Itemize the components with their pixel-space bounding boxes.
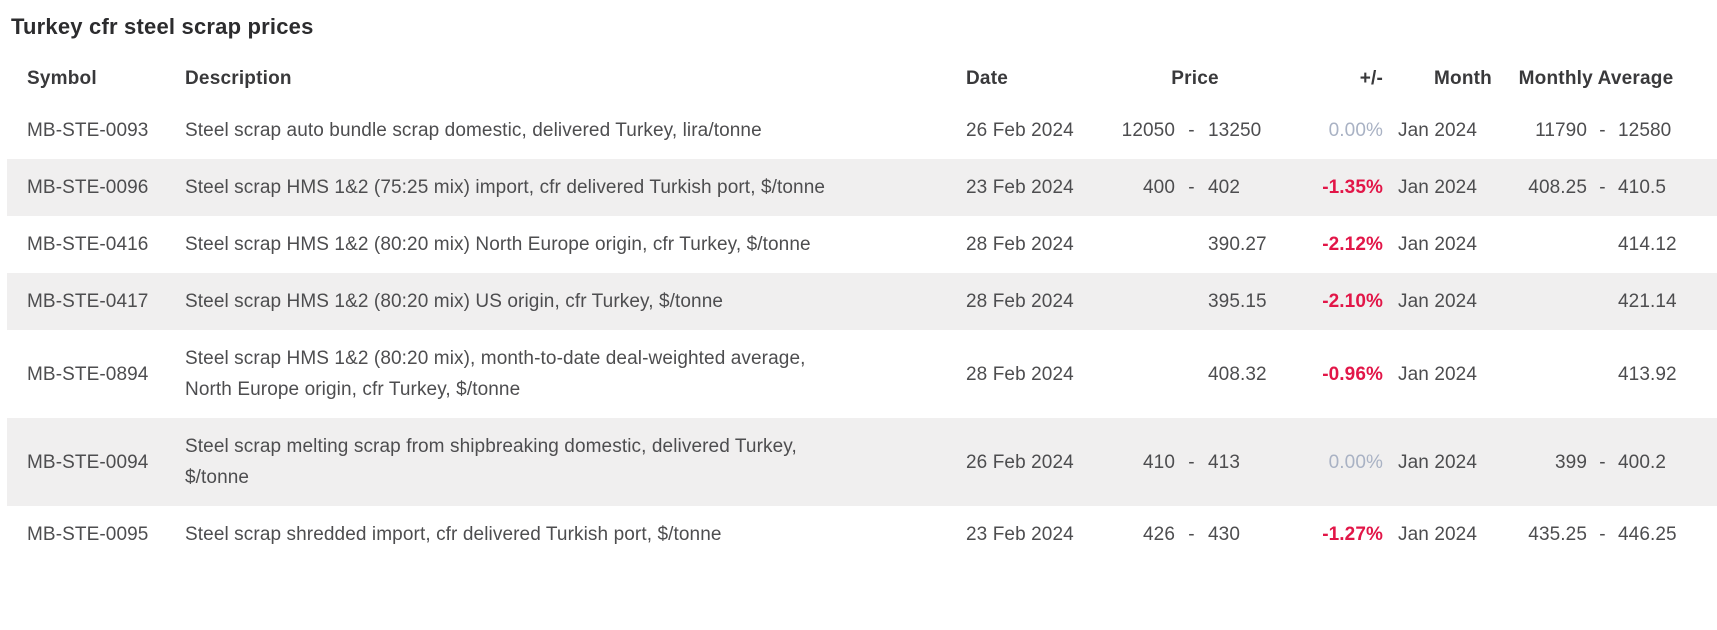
description-cell: Steel scrap HMS 1&2 (80:20 mix) North Eu… <box>185 234 811 255</box>
avg-high-cell: 421.14 <box>1618 291 1677 312</box>
price-low-cell: 400 <box>1142 177 1175 198</box>
change-cell: -1.35% <box>1322 177 1383 198</box>
description-cell: Steel scrap shredded import, cfr deliver… <box>185 524 722 545</box>
symbol-cell: MB-STE-0093 <box>27 120 149 141</box>
date-cell: 26 Feb 2024 <box>966 120 1074 141</box>
description-cell: Steel scrap HMS 1&2 (75:25 mix) import, … <box>185 177 826 198</box>
column-header-price: Price <box>1171 68 1219 89</box>
avg-low-cell: 435.25 <box>1528 524 1587 545</box>
table-row: MB-STE-0093 Steel scrap auto bundle scrap… <box>7 102 1717 159</box>
month-cell: Jan 2024 <box>1398 177 1477 198</box>
month-cell: Jan 2024 <box>1398 524 1477 545</box>
column-header-month: Month <box>1434 68 1492 89</box>
description-cell: Steel scrap auto bundle scrap domestic, … <box>185 120 762 141</box>
price-low-cell: 426 <box>1142 524 1175 545</box>
price-range-dash: - <box>1188 177 1195 198</box>
change-cell: 0.00% <box>1328 451 1383 473</box>
price-table-page: Turkey cfr steel scrap prices Symbol Des… <box>0 14 1717 563</box>
avg-high-cell: 446.25 <box>1618 524 1677 545</box>
avg-low-cell: 408.25 <box>1528 177 1587 198</box>
change-cell: -2.10% <box>1322 291 1383 312</box>
symbol-cell: MB-STE-0417 <box>27 291 149 312</box>
symbol-cell: MB-STE-0416 <box>27 234 149 255</box>
column-header-date: Date <box>966 68 1008 89</box>
column-header-description: Description <box>185 68 292 89</box>
change-cell: -0.96% <box>1322 363 1383 385</box>
price-low-cell: 12050 <box>1121 120 1175 141</box>
price-high-cell: 390.27 <box>1208 234 1267 255</box>
table-row: MB-STE-0416 Steel scrap HMS 1&2 (80:20 mi… <box>7 216 1717 273</box>
avg-range-dash: - <box>1599 120 1606 141</box>
avg-high-cell: 400.2 <box>1618 451 1667 473</box>
avg-high-cell: 410.5 <box>1618 177 1667 198</box>
price-high-cell: 430 <box>1208 524 1241 545</box>
price-range-dash: - <box>1188 120 1195 141</box>
date-cell: 23 Feb 2024 <box>966 524 1074 545</box>
avg-high-cell: 12580 <box>1618 120 1672 141</box>
date-cell: 28 Feb 2024 <box>966 291 1074 312</box>
table-header-row: Symbol Description Date Price +/- Month … <box>0 58 1717 102</box>
price-range-dash: - <box>1188 451 1195 473</box>
description-cell: Steel scrap HMS 1&2 (80:20 mix), month-t… <box>185 348 806 400</box>
date-cell: 26 Feb 2024 <box>966 451 1074 473</box>
month-cell: Jan 2024 <box>1398 451 1477 473</box>
avg-high-cell: 413.92 <box>1618 363 1677 385</box>
avg-low-cell: 11790 <box>1535 120 1587 141</box>
price-high-cell: 408.32 <box>1208 363 1267 385</box>
change-cell: -1.27% <box>1322 524 1383 545</box>
table-row: MB-STE-0094 Steel scrap melting scrap fro… <box>7 418 1717 506</box>
price-high-cell: 13250 <box>1208 120 1262 141</box>
month-cell: Jan 2024 <box>1398 291 1477 312</box>
month-cell: Jan 2024 <box>1398 234 1477 255</box>
date-cell: 23 Feb 2024 <box>966 177 1074 198</box>
month-cell: Jan 2024 <box>1398 120 1477 141</box>
avg-high-cell: 414.12 <box>1618 234 1677 255</box>
description-cell: Steel scrap melting scrap from shipbreak… <box>185 436 797 488</box>
avg-range-dash: - <box>1599 177 1606 198</box>
price-high-cell: 402 <box>1208 177 1241 198</box>
table-row: MB-STE-0096 Steel scrap HMS 1&2 (75:25 mi… <box>7 159 1717 216</box>
date-cell: 28 Feb 2024 <box>966 363 1074 385</box>
change-cell: -2.12% <box>1322 234 1383 255</box>
avg-low-cell: 399 <box>1554 451 1587 473</box>
price-high-cell: 413 <box>1208 451 1241 473</box>
change-cell: 0.00% <box>1328 120 1383 141</box>
column-header-symbol: Symbol <box>27 68 97 89</box>
avg-range-dash: - <box>1599 451 1606 473</box>
table-row: MB-STE-0095 Steel scrap shredded import, … <box>7 506 1717 563</box>
table-row: MB-STE-0417 Steel scrap HMS 1&2 (80:20 mi… <box>7 273 1717 330</box>
price-high-cell: 395.15 <box>1208 291 1267 312</box>
page-title: Turkey cfr steel scrap prices <box>11 14 314 39</box>
symbol-cell: MB-STE-0096 <box>27 177 149 198</box>
table-body: MB-STE-0093 Steel scrap auto bundle scrap… <box>0 102 1717 563</box>
column-header-monthly-average: Monthly Average <box>1518 68 1674 89</box>
symbol-cell: MB-STE-0094 <box>27 451 149 473</box>
column-header-change: +/- <box>1359 68 1383 89</box>
symbol-cell: MB-STE-0894 <box>27 363 149 385</box>
price-range-dash: - <box>1188 524 1195 545</box>
table-row: MB-STE-0894 Steel scrap HMS 1&2 (80:20 mi… <box>7 330 1717 418</box>
avg-range-dash: - <box>1599 524 1606 545</box>
month-cell: Jan 2024 <box>1398 363 1477 385</box>
description-cell: Steel scrap HMS 1&2 (80:20 mix) US origi… <box>185 291 724 312</box>
price-low-cell: 410 <box>1142 451 1175 473</box>
symbol-cell: MB-STE-0095 <box>27 524 149 545</box>
date-cell: 28 Feb 2024 <box>966 234 1074 255</box>
